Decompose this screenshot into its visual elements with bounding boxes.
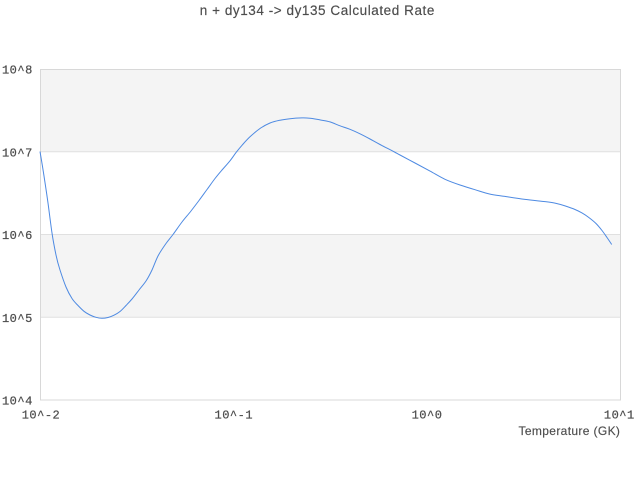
svg-text:10^5: 10^5 xyxy=(2,312,33,326)
svg-text:10^-2: 10^-2 xyxy=(22,409,61,423)
svg-text:Temperature (GK): Temperature (GK) xyxy=(519,424,621,438)
svg-text:10^-1: 10^-1 xyxy=(215,409,254,423)
svg-text:10^0: 10^0 xyxy=(412,409,443,423)
svg-text:10^6: 10^6 xyxy=(2,229,33,243)
svg-text:n + dy134 -> dy135 Calculated: n + dy134 -> dy135 Calculated Rate xyxy=(200,3,435,18)
svg-text:10^1: 10^1 xyxy=(604,409,635,423)
svg-text:10^8: 10^8 xyxy=(2,64,33,78)
svg-text:10^4: 10^4 xyxy=(2,395,33,409)
svg-text:10^7: 10^7 xyxy=(2,146,33,160)
